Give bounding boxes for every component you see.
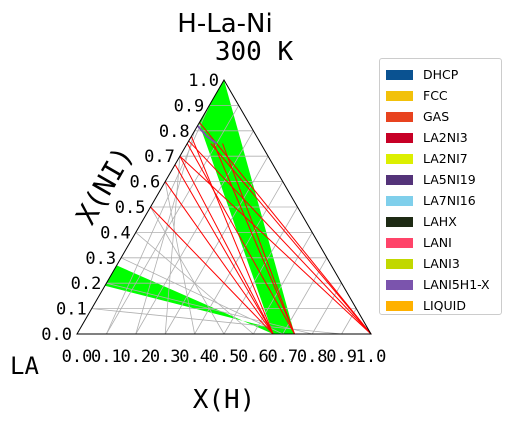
legend-item: LANI3 [386,253,501,274]
legend-swatch [386,90,413,101]
x-tick-label-8: 0.8 [297,347,328,367]
tie-line-2 [174,164,274,335]
y-tick-label-2: 0.2 [71,274,102,294]
triangle-frame [76,79,372,335]
legend-label: LA2NI3 [423,130,468,145]
legend-item: LANI [386,232,501,253]
x-tick-label-0: 0.0 [62,347,93,367]
y-tick-label-8: 0.8 [159,122,190,142]
y-tick-label-7: 0.7 [144,147,175,167]
legend-item: DHCP [386,64,501,85]
legend-item: LA5NI19 [386,169,501,190]
tie-line-3 [179,155,274,335]
legend-swatch [386,258,413,269]
chart-title: H-La-Ni [177,9,272,39]
legend-item: LA2NI3 [386,127,501,148]
legend-item: LANI5H1-X [386,274,501,295]
y-tick-label-9: 0.9 [174,96,205,116]
y-tick-label-10: 1.0 [188,71,219,91]
x-axis-label: X(H) [193,385,256,415]
legend-label: LANI3 [423,256,460,271]
y-tick-label-3: 0.3 [85,249,116,269]
x-tick-label-7: 0.7 [267,347,298,367]
legend-swatch [386,300,413,311]
x-tick-label-9: 0.9 [326,347,357,367]
y-tick-label-0: 0.0 [41,325,72,345]
legend-label: LIQUID [423,298,466,313]
x-tick-label-5: 0.5 [209,347,240,367]
tick-labels: 0.00.00.10.10.20.20.30.30.40.40.50.50.60… [41,71,386,367]
x-tick-label-2: 0.2 [120,347,151,367]
legend-label: FCC [423,88,448,103]
tie-line-6 [213,143,296,335]
legend-swatch [386,279,413,290]
x-tick-label-1: 0.1 [91,347,122,367]
legend-swatch [386,195,413,206]
legend-label: GAS [423,109,450,124]
grid-line-6-1 [135,232,254,335]
grid-line-9-1 [91,308,342,335]
legend-swatch [386,132,413,143]
legend-swatch [386,111,413,122]
legend-item: GAS [386,106,501,127]
tie-line-7 [222,143,296,335]
tie-line-8 [199,122,372,335]
grid-line-7-1 [120,257,283,335]
legend-label: LA2NI7 [423,151,468,166]
phase-region-0 [104,265,295,334]
legend-swatch [386,153,413,164]
legend-item: FCC [386,85,501,106]
tie-lines [150,122,372,335]
legend-item: LA2NI7 [386,148,501,169]
x-tick-label-4: 0.4 [179,347,210,367]
legend-label: LA5NI19 [423,172,476,187]
legend-item: LA7NI16 [386,190,501,211]
y-tick-label-4: 0.4 [100,223,131,243]
legend: DHCP FCC GAS LA2NI3 LA2NI7 LA5NI19 LA7NI16 LAHX… [379,58,502,315]
tie-line-11 [210,143,372,335]
x-tick-label-6: 0.6 [238,347,269,367]
legend-label: DHCP [423,67,459,82]
legend-swatch [386,174,413,185]
grid-line-8-1 [106,282,313,335]
y-tick-label-5: 0.5 [115,198,146,218]
legend-label: LAHX [423,214,457,229]
tie-line-4 [190,136,274,335]
y-tick-label-6: 0.6 [129,173,160,193]
grid-line-5-1 [150,206,225,335]
phase-marker-0 [196,125,218,145]
chart-subtitle: 300 K [215,37,294,67]
legend-label: LA7NI16 [423,193,476,208]
phase-markers [196,125,218,145]
tie-line-1 [164,181,274,335]
tie-line-0 [150,206,274,335]
legend-swatch [386,216,413,227]
legend-swatch [386,237,413,248]
triangle-outline [76,79,372,335]
tie-line-10 [179,155,372,335]
x-tick-label-10: 1.0 [356,347,387,367]
x-tick-label-3: 0.3 [150,347,181,367]
tie-line-5 [186,143,295,335]
y-tick-label-1: 0.1 [56,300,87,320]
tie-line-9 [188,140,372,335]
legend-swatch [386,69,413,80]
legend-item: LIQUID [386,295,501,316]
corner-label-la: LA [10,352,39,380]
legend-item: LAHX [386,211,501,232]
legend-label: LANI5H1-X [423,277,490,292]
legend-label: LANI [423,235,452,250]
